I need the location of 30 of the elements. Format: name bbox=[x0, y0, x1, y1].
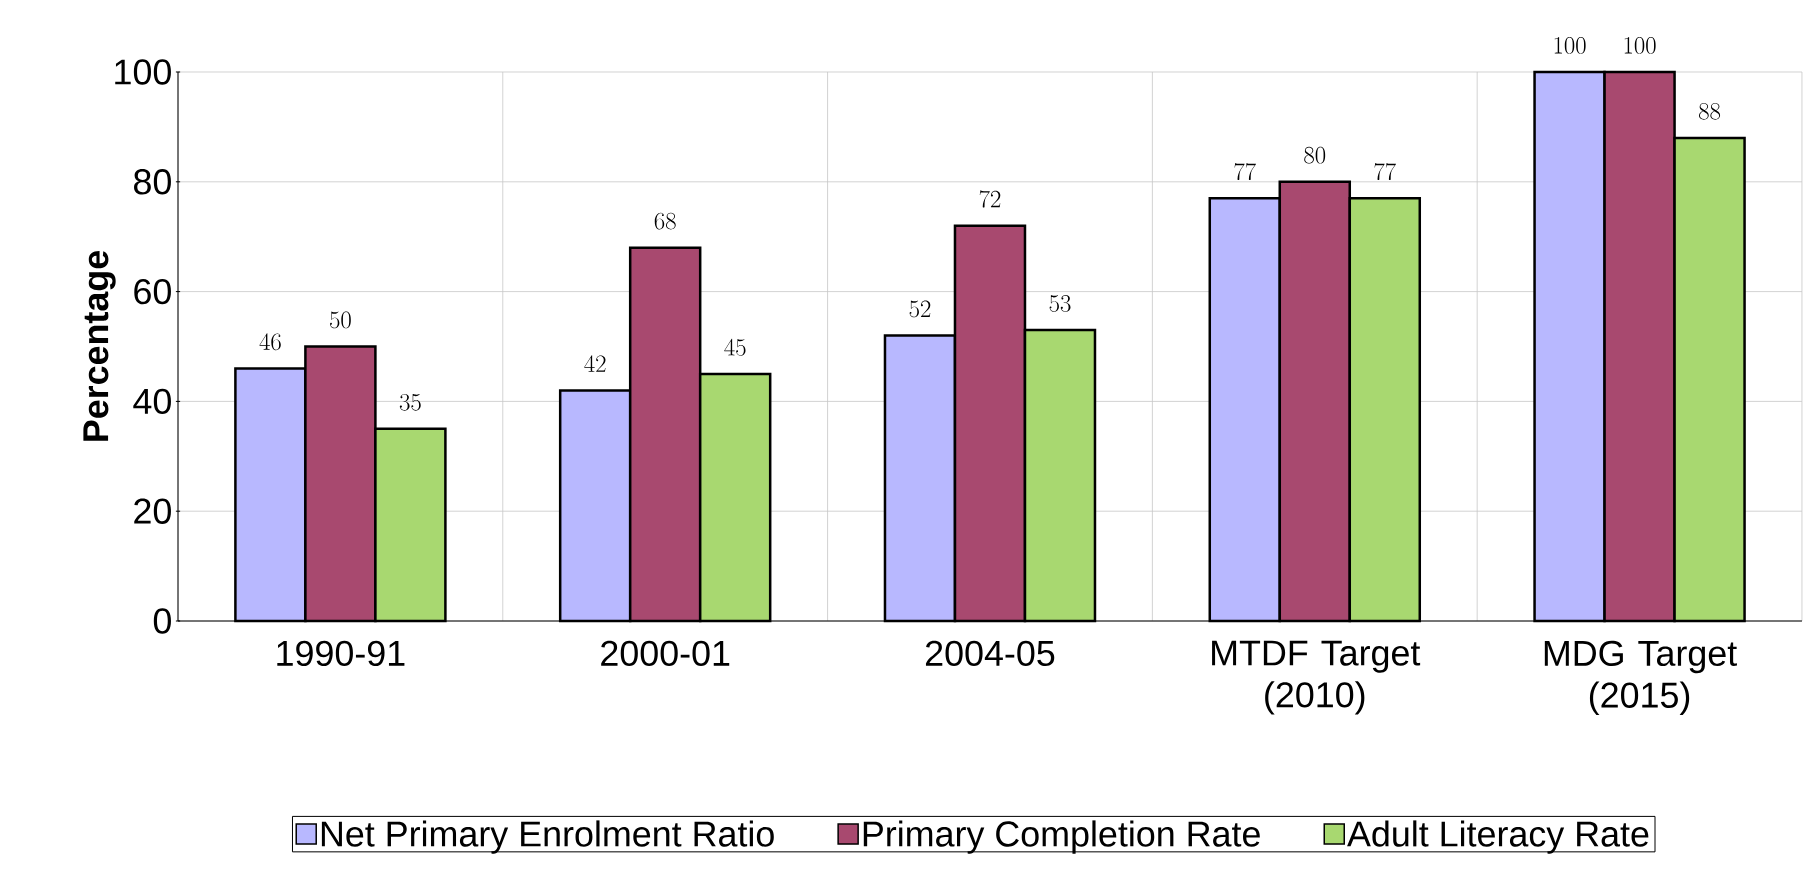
y-tick-label: 40 bbox=[133, 388, 171, 415]
y-axis-title: Percentage bbox=[83, 251, 116, 441]
data-label: 88 bbox=[1699, 102, 1721, 120]
y-tick-label: 60 bbox=[134, 278, 171, 305]
data-label: 77 bbox=[1234, 162, 1256, 181]
data-label: 72 bbox=[979, 190, 1001, 208]
x-tick-label: MDG Target (2015) bbox=[1544, 640, 1737, 715]
data-label: 80 bbox=[1304, 146, 1326, 164]
x-tick-label: MTDF Target (2010) bbox=[1212, 640, 1421, 715]
x-tick-label: 2000-01 bbox=[601, 640, 730, 667]
x-tick-label: 2004-05 bbox=[925, 640, 1055, 667]
y-tick-label: 100 bbox=[115, 59, 171, 85]
data-label: 35 bbox=[399, 393, 421, 411]
data-label: 68 bbox=[654, 212, 676, 230]
data-label: 53 bbox=[1049, 295, 1071, 312]
legend-label: Net Primary Enrolment Ratio bbox=[321, 820, 774, 854]
data-label: 52 bbox=[909, 300, 931, 318]
data-label: 42 bbox=[584, 355, 606, 372]
data-label: 45 bbox=[724, 338, 746, 356]
y-tick-label: 80 bbox=[134, 169, 171, 195]
data-label: 50 bbox=[330, 311, 351, 329]
data-label: 46 bbox=[259, 333, 281, 351]
data-label: 77 bbox=[1374, 162, 1396, 181]
x-tick-label: 1990-91 bbox=[277, 640, 405, 667]
data-label: 100 bbox=[1624, 37, 1656, 54]
data-label: 100 bbox=[1554, 37, 1586, 54]
legend-label: Adult Literacy Rate bbox=[1347, 820, 1649, 854]
y-tick-label: 0 bbox=[153, 608, 171, 634]
y-tick-label: 20 bbox=[134, 498, 171, 524]
legend-label: Primary Completion Rate bbox=[863, 820, 1260, 854]
